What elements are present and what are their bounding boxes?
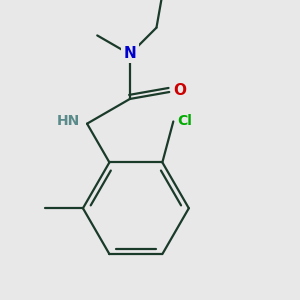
Text: HN: HN — [57, 114, 80, 128]
Text: O: O — [173, 83, 186, 98]
Text: N: N — [124, 46, 136, 61]
Text: Cl: Cl — [178, 115, 193, 128]
